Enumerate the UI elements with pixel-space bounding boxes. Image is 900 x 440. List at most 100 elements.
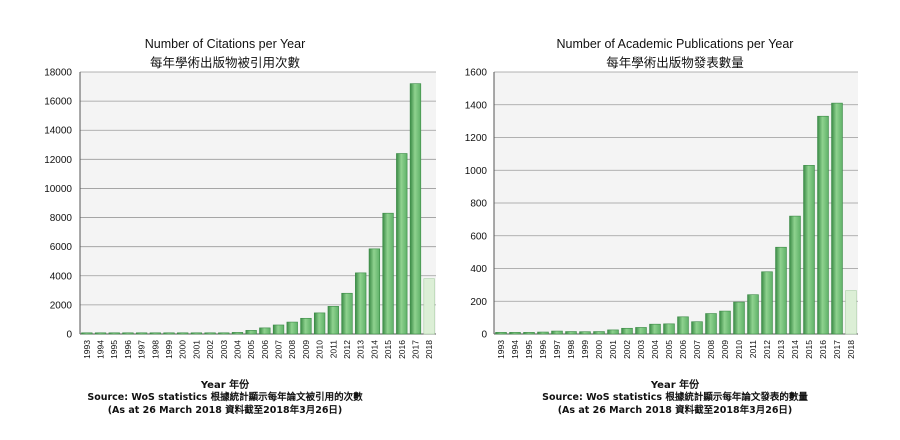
bar-2001 (190, 332, 203, 335)
y-tick-label: 1000 (465, 166, 488, 177)
x-tick-label: 2013 (356, 340, 366, 359)
bar-2012 (761, 271, 773, 335)
y-tick-label: 2000 (50, 300, 73, 311)
bar-2016 (817, 115, 829, 335)
citations-date-note: (As at 26 March 2018 資料截至2018年3月26日) (107, 405, 343, 416)
citations-chart-panel: Number of Citations per Year 每年學術出版物被引用次… (44, 37, 436, 416)
citations-chart-title: Number of Citations per Year (144, 37, 306, 51)
bar-2007 (691, 321, 703, 335)
bar-2014 (368, 248, 381, 335)
bar-2005 (663, 323, 675, 335)
y-tick-label: 8000 (50, 213, 73, 224)
y-tick-label: 18000 (44, 68, 72, 79)
x-tick-label: 2008 (287, 340, 297, 359)
bar-2005 (245, 330, 257, 335)
bar-1997 (551, 330, 563, 335)
x-tick-label: 2013 (776, 340, 786, 359)
bar-2000 (593, 331, 605, 335)
x-tick-label: 2006 (678, 340, 688, 359)
bar-1999 (579, 331, 591, 335)
bar-1995 (108, 332, 120, 335)
x-tick-label: 1999 (164, 340, 174, 359)
x-tick-label: 2016 (818, 340, 828, 359)
x-tick-label: 2015 (383, 340, 393, 359)
citations-bar-chart: 0 2000 4000 6000 8000 10000 12000 14000 16000 180… (44, 68, 436, 359)
publications-x-axis-label: Year 年份 (650, 380, 700, 391)
bar-2004 (649, 323, 661, 335)
y-tick-label: 800 (470, 199, 487, 210)
x-tick-label: 2008 (706, 340, 716, 359)
x-tick-label: 2016 (397, 340, 407, 359)
x-tick-label: 1993 (82, 340, 92, 359)
x-tick-label: 2003 (219, 340, 229, 359)
bar-2007 (272, 324, 285, 335)
x-tick-label: 2001 (191, 340, 201, 359)
x-tick-label: 2017 (832, 340, 842, 359)
citations-source-note: Source: WoS statistics 根據統計顯示每年論文被引用的次數 (87, 392, 363, 403)
bar-2014 (789, 215, 801, 335)
citations-chart-subtitle: 每年學術出版物被引用次數 (149, 55, 300, 70)
bar-1998 (149, 332, 161, 335)
x-tick-label: 2004 (232, 340, 242, 359)
bar-1996 (122, 332, 134, 335)
x-tick-label: 1993 (496, 340, 506, 359)
bar-2010 (733, 301, 745, 335)
y-tick-label: 0 (481, 330, 487, 341)
x-tick-label: 1998 (150, 340, 160, 359)
x-tick-label: 1998 (566, 340, 576, 359)
x-tick-label: 2015 (804, 340, 814, 359)
bar-2016 (396, 153, 408, 335)
bar-2013 (775, 246, 787, 335)
bar-2001 (607, 329, 619, 335)
bar-2015 (382, 212, 394, 335)
x-tick-label: 1996 (538, 340, 548, 359)
y-tick-label: 6000 (50, 242, 73, 253)
bar-2013 (355, 272, 367, 335)
bar-2011 (747, 294, 759, 335)
x-tick-label: 2002 (205, 340, 215, 359)
x-tick-label: 2014 (369, 340, 379, 359)
x-tick-label: 2011 (748, 340, 758, 359)
x-tick-label: 2000 (178, 340, 188, 359)
bar-1993 (495, 332, 507, 335)
bar-2004 (231, 332, 244, 335)
publications-chart-subtitle: 每年學術出版物發表數量 (606, 55, 744, 70)
bar-2008 (286, 321, 298, 335)
x-tick-label: 1995 (109, 340, 119, 359)
publications-chart-panel: Number of Academic Publications per Year… (450, 0, 900, 440)
bar-2018 (845, 290, 857, 335)
x-tick-label: 1995 (524, 340, 534, 359)
bar-2018 (423, 278, 435, 335)
bar-1996 (537, 331, 549, 335)
x-tick-label: 1999 (580, 340, 590, 359)
x-tick-label: 1997 (137, 340, 147, 359)
bar-2000 (177, 332, 189, 335)
x-tick-label: 2003 (636, 340, 646, 359)
bar-1994 (94, 332, 107, 335)
bar-2006 (677, 316, 689, 335)
x-tick-label: 2005 (246, 340, 256, 359)
bar-2003 (635, 327, 647, 335)
x-tick-label: 2010 (734, 340, 744, 359)
x-tick-label: 2010 (315, 340, 325, 359)
x-tick-label: 2009 (301, 340, 311, 359)
bar-2011 (327, 306, 339, 335)
bar-2006 (259, 327, 271, 335)
y-tick-label: 1400 (465, 100, 488, 111)
x-tick-label: 2014 (790, 340, 800, 359)
x-tick-label: 2006 (260, 340, 270, 359)
bar-1994 (509, 332, 521, 335)
bar-2017 (831, 102, 843, 335)
x-tick-label: 2012 (342, 340, 352, 359)
y-tick-label: 1600 (465, 68, 488, 79)
bar-2009 (300, 317, 312, 335)
x-tick-label: 2000 (594, 340, 604, 359)
bar-2012 (341, 292, 353, 335)
x-tick-label: 2012 (762, 340, 772, 359)
publications-source-note: Source: WoS statistics 根據統計顯示每年論文發表的數量 (542, 392, 808, 403)
x-tick-label: 2001 (608, 340, 618, 359)
y-tick-label: 600 (470, 231, 487, 242)
x-tick-label: 2018 (846, 340, 856, 359)
publications-date-note: (As at 26 March 2018 資料截至2018年3月26日) (557, 405, 793, 416)
x-tick-label: 2005 (664, 340, 674, 359)
